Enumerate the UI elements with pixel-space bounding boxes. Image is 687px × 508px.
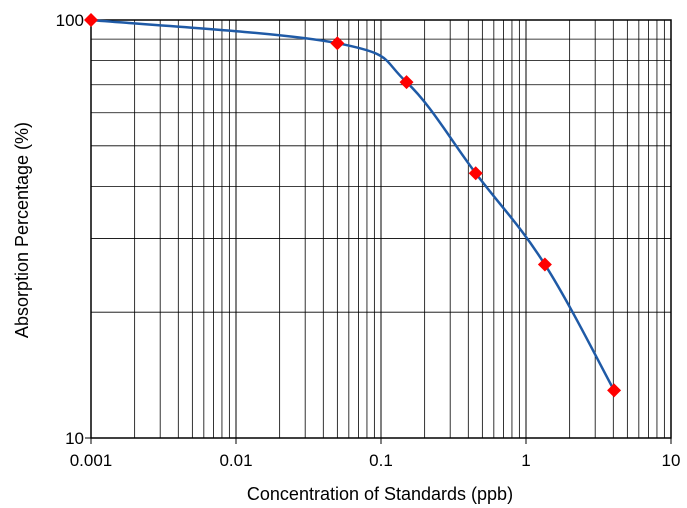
x-tick-labels: 0.001 0.01 0.1 1 10 [70, 438, 681, 470]
data-point-marker [468, 166, 483, 181]
x-tick-label: 0.001 [70, 451, 113, 470]
data-point-marker [537, 257, 552, 272]
x-tick-label: 0.01 [219, 451, 252, 470]
y-tick-label: 100 [56, 11, 84, 30]
series-line [90, 18, 616, 391]
data-markers [84, 13, 622, 398]
x-axis-label: Concentration of Standards (ppb) [247, 484, 513, 504]
data-point-marker [399, 75, 414, 90]
grid-lines [90, 20, 671, 439]
x-tick-label: 10 [662, 451, 681, 470]
x-tick-label: 1 [521, 451, 530, 470]
data-point-marker [84, 13, 98, 27]
data-point-marker [607, 383, 622, 398]
data-point-marker [330, 36, 345, 51]
y-tick-label: 10 [65, 429, 84, 448]
y-tick-labels: 10 100 [56, 11, 91, 448]
x-tick-label: 0.1 [369, 451, 393, 470]
y-axis-label: Absorption Percentage (%) [12, 122, 32, 338]
